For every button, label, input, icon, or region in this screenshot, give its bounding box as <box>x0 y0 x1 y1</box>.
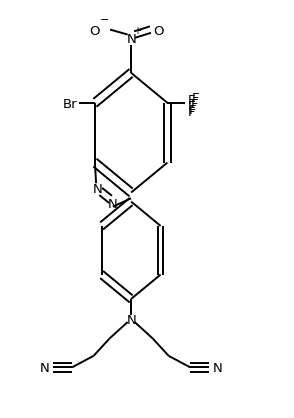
Text: N: N <box>108 198 118 211</box>
Text: O: O <box>153 25 163 38</box>
Text: N: N <box>93 183 103 196</box>
Text: F: F <box>192 92 199 104</box>
Text: F: F <box>188 94 195 107</box>
Text: N: N <box>126 314 136 327</box>
Text: N: N <box>213 362 223 375</box>
Text: −: − <box>100 15 109 25</box>
Text: F: F <box>188 100 195 113</box>
Text: N: N <box>126 33 136 46</box>
Text: N: N <box>40 362 49 375</box>
Text: Br: Br <box>62 98 77 111</box>
Text: F: F <box>189 104 196 117</box>
Text: F: F <box>188 106 195 119</box>
Text: +: + <box>133 26 141 36</box>
Text: O: O <box>89 25 99 38</box>
Text: F: F <box>191 98 198 111</box>
